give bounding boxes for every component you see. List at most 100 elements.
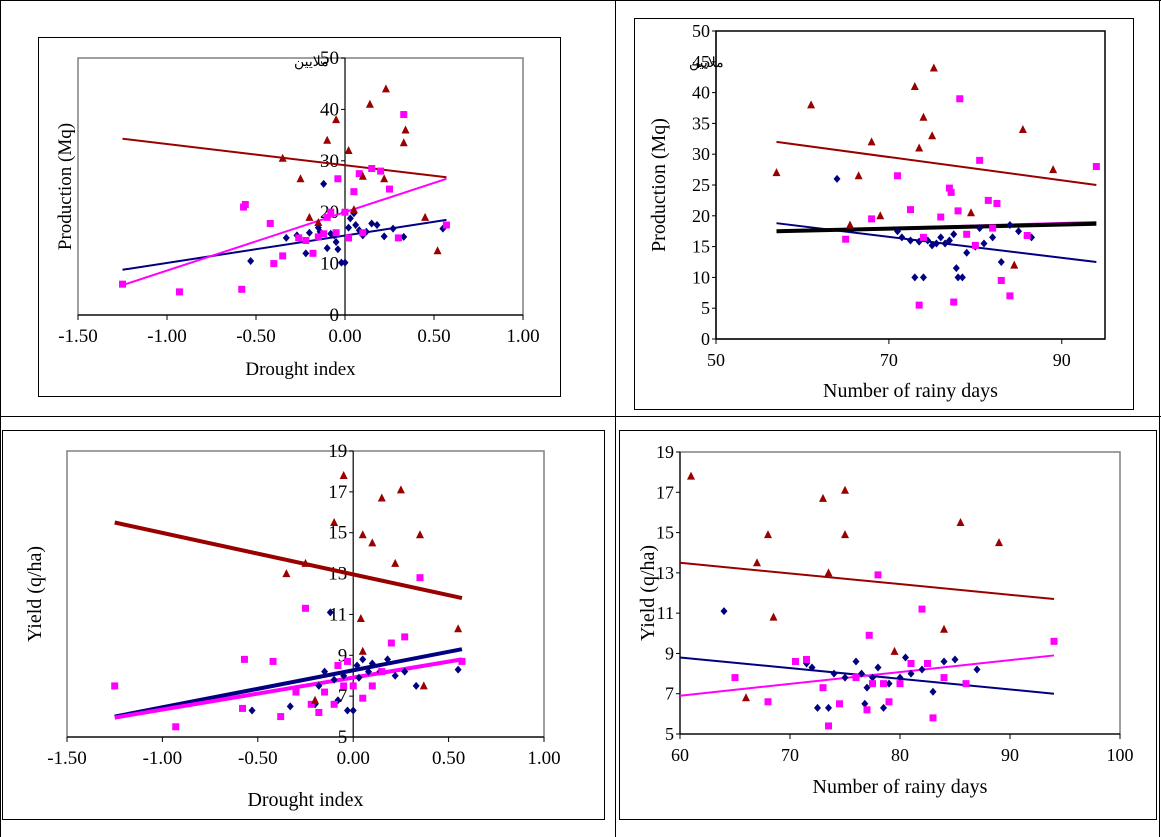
data-point-square	[266, 220, 274, 228]
data-point-triangle	[454, 624, 463, 633]
data-point-diamond	[248, 706, 256, 715]
data-point-diamond	[330, 675, 338, 684]
data-point-square	[874, 571, 882, 579]
data-point-diamond	[352, 221, 360, 230]
data-point-diamond	[997, 258, 1005, 266]
data-point-square	[241, 200, 249, 208]
y-tick-label: 11	[329, 604, 347, 625]
y-tick-label: 7	[665, 684, 674, 704]
data-point-diamond	[1006, 221, 1014, 230]
data-point-triangle	[867, 137, 876, 146]
axis-unit-annotation: ملايين	[689, 56, 724, 71]
y-tick-label: 5	[338, 727, 348, 748]
data-point-triangle	[915, 143, 924, 152]
data-point-square	[880, 680, 887, 688]
y-tick-label: 0	[701, 329, 710, 349]
chart-yield-vs-rainy-days: 5 7 9 11 13 15 17 19 60 70 80 90 100 Number of rainy …	[619, 430, 1157, 820]
data-point-triangle	[940, 624, 948, 633]
data-point-diamond	[814, 703, 821, 712]
data-point-square	[315, 708, 323, 716]
data-point-triangle	[841, 530, 849, 539]
data-point-diamond	[896, 673, 904, 682]
data-point-square	[238, 285, 246, 293]
data-point-square	[307, 700, 315, 708]
y-tick-label: 35	[692, 113, 710, 133]
data-point-diamond	[808, 663, 816, 672]
data-point-square	[400, 111, 408, 119]
data-point-square	[984, 196, 992, 204]
data-point-square	[332, 229, 340, 237]
data-point-square	[924, 660, 931, 667]
data-point-square	[962, 680, 970, 688]
data-point-triangle	[401, 125, 410, 134]
x-tick-label: -1.50	[58, 326, 98, 347]
x-axis-title: Drought index	[245, 359, 356, 380]
data-point-diamond	[343, 706, 351, 715]
data-point-square	[320, 230, 328, 238]
data-point-square	[401, 633, 409, 641]
trend-line-series-2	[679, 561, 1055, 601]
data-point-diamond	[337, 258, 345, 267]
data-point-triangle	[368, 538, 377, 547]
x-tick-label: 80	[891, 745, 909, 765]
data-point-diamond	[880, 703, 887, 712]
y-axis-title: Yield (q/ha)	[24, 546, 46, 642]
data-point-triangle	[919, 112, 928, 121]
data-point-square	[947, 188, 955, 196]
x-axis-title: Number of rainy days	[823, 380, 998, 402]
y-axis-title: Yield (q/ha)	[637, 545, 659, 641]
data-point-triangle	[956, 518, 965, 526]
data-point-square	[937, 213, 945, 221]
data-point-square	[885, 698, 893, 706]
data-point-triangle	[332, 115, 341, 124]
data-point-triangle	[415, 530, 424, 539]
x-tick-label: 70	[880, 350, 898, 370]
data-point-square	[292, 688, 300, 696]
y-tick-label: 15	[328, 523, 347, 544]
data-point-square	[950, 298, 958, 306]
y-tick-label: 50	[692, 21, 710, 41]
data-point-square	[894, 172, 902, 180]
y-tick-label: 5	[665, 724, 674, 744]
y-tick-label: 25	[692, 175, 710, 195]
x-tick-label: 90	[1001, 745, 1019, 765]
data-point-diamond	[861, 699, 869, 708]
data-point-triangle	[377, 493, 386, 502]
data-point-square	[416, 574, 424, 582]
data-point-diamond	[391, 671, 399, 680]
data-point-square	[963, 230, 971, 238]
data-point-square	[270, 260, 278, 268]
trend-line-series-2	[776, 140, 1097, 186]
plot-area	[66, 450, 545, 738]
data-point-diamond	[384, 655, 392, 664]
trend-line-series-3	[776, 221, 1097, 234]
y-tick-label: 30	[692, 144, 710, 164]
data-point-square	[458, 657, 466, 665]
data-point-triangle	[807, 100, 816, 109]
data-point-triangle	[358, 171, 367, 180]
data-point-triangle	[356, 614, 365, 623]
data-point-square	[819, 684, 827, 692]
data-point-square	[915, 301, 923, 309]
trend-line-series-0	[114, 647, 463, 719]
x-tick-label: 0.00	[328, 326, 361, 347]
table-border-top	[0, 0, 1161, 1]
plot-area	[715, 30, 1106, 340]
x-tick-label: 0.00	[337, 748, 370, 769]
y-tick-label: 15	[692, 237, 710, 257]
data-point-diamond	[302, 249, 310, 258]
data-point-diamond	[945, 236, 953, 245]
data-point-triangle	[854, 171, 863, 180]
data-point-triangle	[278, 153, 287, 162]
data-point-diamond	[323, 244, 331, 253]
data-point-square	[277, 713, 285, 721]
data-point-triangle	[301, 558, 310, 567]
data-point-diamond	[349, 706, 357, 715]
y-tick-label: 17	[656, 482, 674, 502]
data-point-triangle	[282, 569, 291, 578]
y-tick-label: 50	[320, 48, 339, 69]
data-point-square	[764, 698, 772, 706]
y-tick-label: 10	[692, 267, 710, 287]
data-point-triangle	[1049, 165, 1058, 174]
data-point-square	[350, 188, 358, 196]
